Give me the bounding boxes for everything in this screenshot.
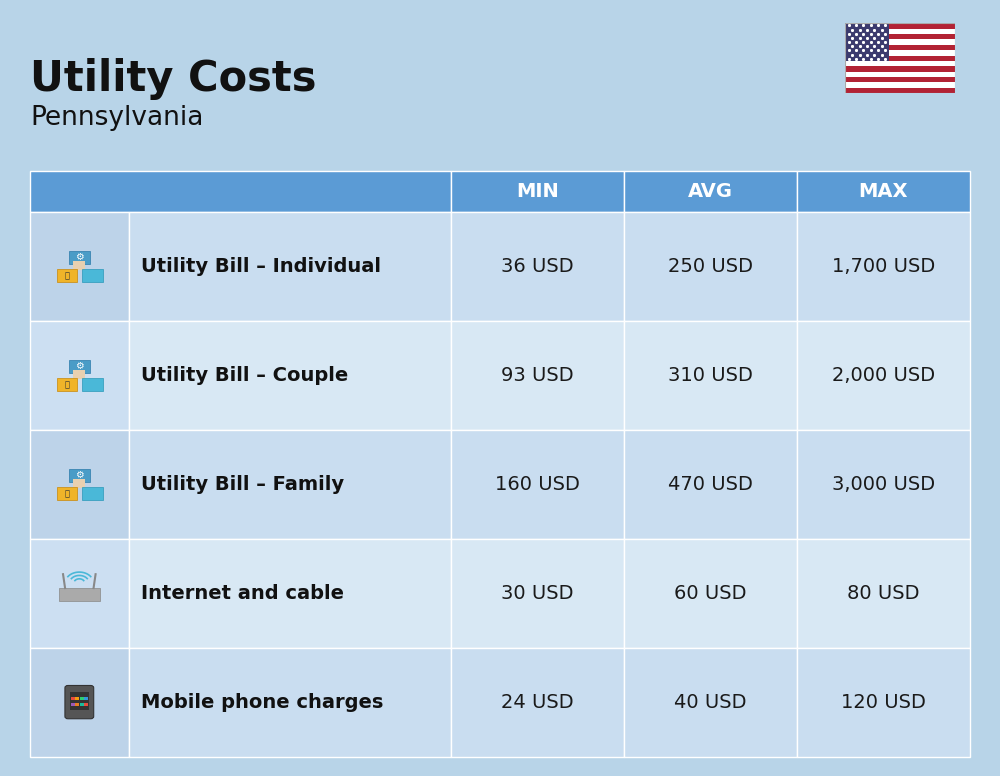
Bar — [69, 359, 90, 373]
Text: 160 USD: 160 USD — [495, 475, 580, 494]
Bar — [129, 212, 451, 320]
Text: 30 USD: 30 USD — [501, 584, 573, 603]
Bar — [82, 378, 103, 391]
Bar — [624, 648, 797, 757]
Text: 36 USD: 36 USD — [501, 257, 574, 275]
Bar — [845, 45, 955, 50]
Bar — [845, 29, 955, 34]
Bar — [84, 697, 88, 700]
Text: 2,000 USD: 2,000 USD — [832, 365, 935, 385]
Text: 🔌: 🔌 — [64, 489, 69, 498]
Bar — [84, 703, 88, 706]
Bar — [75, 697, 79, 700]
Bar — [80, 697, 84, 700]
Text: Utility Costs: Utility Costs — [30, 58, 316, 100]
Bar — [845, 71, 955, 77]
Bar — [75, 703, 79, 706]
Bar — [129, 648, 451, 757]
Text: Utility Bill – Individual: Utility Bill – Individual — [141, 257, 381, 275]
Bar — [70, 691, 89, 710]
Bar — [73, 479, 85, 487]
Bar — [845, 23, 889, 61]
Bar — [57, 378, 77, 391]
Text: 470 USD: 470 USD — [668, 475, 753, 494]
Bar — [69, 251, 90, 264]
Bar — [30, 212, 129, 320]
Text: 93 USD: 93 USD — [501, 365, 574, 385]
Bar — [69, 469, 90, 482]
Bar — [129, 320, 451, 430]
Text: 80 USD: 80 USD — [847, 584, 920, 603]
Text: Pennsylvania: Pennsylvania — [30, 105, 203, 131]
Bar — [30, 320, 129, 430]
Bar — [451, 171, 624, 212]
Bar — [845, 61, 955, 66]
Bar — [82, 268, 103, 282]
Bar — [624, 171, 797, 212]
Text: 🔌: 🔌 — [64, 380, 69, 389]
Text: 310 USD: 310 USD — [668, 365, 753, 385]
Bar — [451, 648, 624, 757]
Bar — [57, 268, 77, 282]
Text: 120 USD: 120 USD — [841, 693, 926, 712]
Text: Utility Bill – Couple: Utility Bill – Couple — [141, 365, 348, 385]
FancyBboxPatch shape — [65, 685, 94, 719]
Bar — [845, 82, 955, 88]
Bar — [57, 487, 77, 501]
Text: ⚙: ⚙ — [75, 470, 84, 480]
Bar — [451, 320, 624, 430]
Bar — [624, 320, 797, 430]
Bar — [129, 430, 451, 539]
Text: MAX: MAX — [859, 182, 908, 201]
Bar — [797, 430, 970, 539]
Bar — [797, 320, 970, 430]
Bar — [71, 697, 75, 700]
Bar — [451, 212, 624, 320]
Text: 60 USD: 60 USD — [674, 584, 747, 603]
Text: ⚙: ⚙ — [75, 362, 84, 372]
Bar — [30, 648, 129, 757]
Text: AVG: AVG — [688, 182, 733, 201]
Bar — [845, 56, 955, 61]
Bar — [82, 487, 103, 501]
Bar — [845, 88, 955, 93]
Bar — [624, 539, 797, 648]
Text: 🔌: 🔌 — [64, 271, 69, 280]
Bar — [624, 430, 797, 539]
Bar — [845, 34, 955, 40]
Bar — [797, 648, 970, 757]
Text: MIN: MIN — [516, 182, 559, 201]
Text: ⚙: ⚙ — [75, 252, 84, 262]
Text: 3,000 USD: 3,000 USD — [832, 475, 935, 494]
Text: 250 USD: 250 USD — [668, 257, 753, 275]
Bar — [73, 370, 85, 379]
Bar — [71, 703, 75, 706]
Bar — [845, 40, 955, 45]
Bar — [129, 539, 451, 648]
Bar — [73, 262, 85, 269]
Text: Mobile phone charges: Mobile phone charges — [141, 693, 383, 712]
Bar — [30, 539, 129, 648]
Bar — [451, 539, 624, 648]
Bar — [80, 703, 84, 706]
Bar — [59, 588, 100, 601]
Bar — [624, 212, 797, 320]
Bar — [845, 77, 955, 82]
Text: 24 USD: 24 USD — [501, 693, 574, 712]
Text: Utility Bill – Family: Utility Bill – Family — [141, 475, 344, 494]
Bar — [845, 50, 955, 56]
Text: 40 USD: 40 USD — [674, 693, 747, 712]
Bar — [845, 23, 955, 29]
Bar — [451, 430, 624, 539]
Bar — [797, 212, 970, 320]
Bar — [30, 430, 129, 539]
Bar — [30, 171, 451, 212]
Text: 1,700 USD: 1,700 USD — [832, 257, 935, 275]
Bar — [845, 66, 955, 71]
Text: Internet and cable: Internet and cable — [141, 584, 344, 603]
Bar — [797, 171, 970, 212]
Bar — [797, 539, 970, 648]
